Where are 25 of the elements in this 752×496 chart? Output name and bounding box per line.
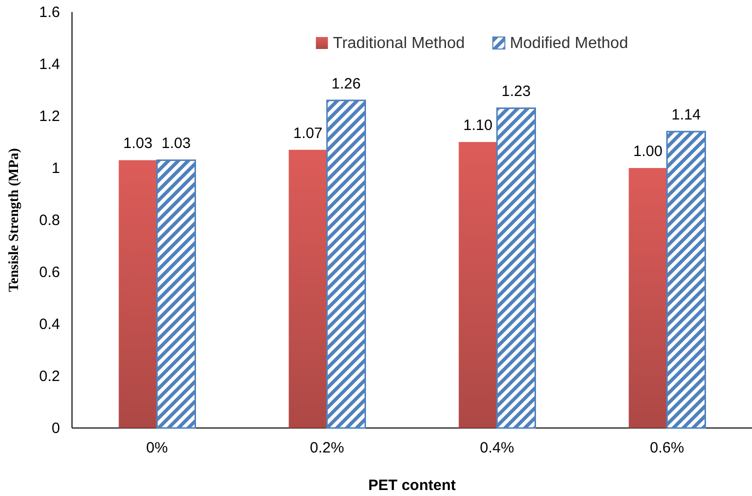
y-tick-label: 0.6 <box>39 264 60 281</box>
y-tick-label: 1.6 <box>39 4 60 21</box>
data-label: 1.26 <box>332 75 361 92</box>
data-label: 1.10 <box>463 117 492 134</box>
data-label: 1.03 <box>162 135 191 152</box>
y-tick-label: 0.2 <box>39 368 60 385</box>
y-tick-label: 1.4 <box>39 56 60 73</box>
x-axis-title: PET content <box>368 477 456 494</box>
y-tick-label: 0 <box>52 420 60 437</box>
data-label: 1.07 <box>293 124 322 142</box>
data-label: 1.00 <box>633 143 662 160</box>
data-label: 1.14 <box>672 106 701 124</box>
legend-label: Traditional Method <box>332 35 465 52</box>
x-tick-label: 0.6% <box>650 440 684 457</box>
y-tick-label: 1 <box>52 160 60 177</box>
y-tick-label: 0.4 <box>39 316 60 333</box>
y-tick-label: 0.8 <box>39 212 60 229</box>
legend-label: Modified Method <box>510 35 628 52</box>
x-tick-label: 0% <box>146 440 168 457</box>
x-tick-label: 0.4% <box>480 440 514 457</box>
data-label: 1.23 <box>502 83 531 100</box>
x-tick-label: 0.2% <box>310 440 344 457</box>
y-tick-label: 1.2 <box>39 108 60 125</box>
data-label: 1.03 <box>123 135 152 152</box>
y-axis-title: Tensisle Strength (MPa) <box>7 148 22 292</box>
